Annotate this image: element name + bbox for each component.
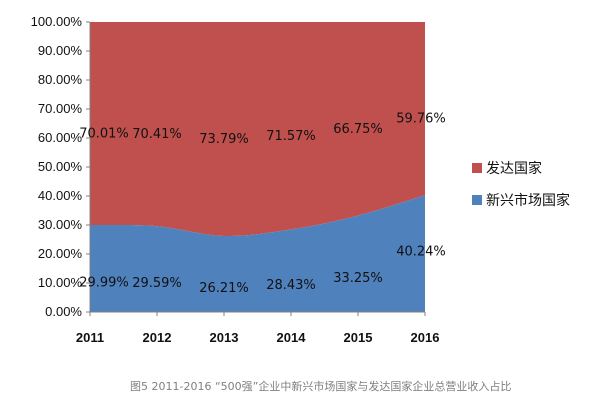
data-labels: 29.99% 29.59% 26.21% 28.43% 33.25% 40.24% 70.0… [79,112,446,296]
data-label-developed: 71.57% [266,129,316,144]
legend-swatch [472,163,482,173]
data-label-emerging: 29.99% [79,276,129,291]
x-tick-label: 2014 [277,330,307,345]
plot-area [89,22,425,313]
data-label-developed: 70.41% [132,127,182,142]
x-tick-label: 2015 [344,330,373,345]
data-label-emerging: 28.43% [266,278,316,293]
legend-label: 新兴市场国家 [486,192,570,209]
y-tick-label: 80.00% [38,72,83,87]
x-tick-label: 2012 [143,330,172,345]
data-label-developed: 73.79% [199,132,249,147]
data-label-developed: 59.76% [396,112,446,127]
y-tick-label: 20.00% [38,246,83,261]
data-label-emerging: 40.24% [396,244,446,259]
legend-swatch [472,195,482,205]
data-label-emerging: 33.25% [333,271,383,286]
data-label-developed: 70.01% [79,127,129,142]
y-tick-label: 50.00% [38,159,83,174]
y-tick-label: 30.00% [38,217,83,232]
y-axis: 0.00% 10.00% 20.00% 30.00% 40.00% 50.00% 60.00… [31,14,90,319]
figure-caption: 图5 2011-2016 “500强”企业中新兴市场国家与发达国家企业总营业收入… [130,379,511,393]
y-tick-label: 90.00% [38,43,83,58]
legend-label: 发达国家 [486,160,542,177]
y-tick-label: 10.00% [38,275,83,290]
data-label-developed: 66.75% [333,122,383,137]
y-tick-label: 70.00% [38,101,83,116]
y-tick-label: 0.00% [45,304,82,319]
data-label-emerging: 29.59% [132,276,182,291]
y-tick-label: 40.00% [38,188,83,203]
x-tick-label: 2013 [210,330,239,345]
x-tick-label: 2016 [411,330,440,345]
y-tick-label: 60.00% [38,130,83,145]
x-tick-label: 2011 [76,330,104,345]
y-tick-label: 100.00% [31,14,83,29]
area-emerging-markets [90,195,425,312]
area-developed-countries [90,22,425,237]
x-axis: 2011 2012 2013 2014 2015 2016 [76,312,440,345]
data-label-emerging: 26.21% [199,281,249,296]
